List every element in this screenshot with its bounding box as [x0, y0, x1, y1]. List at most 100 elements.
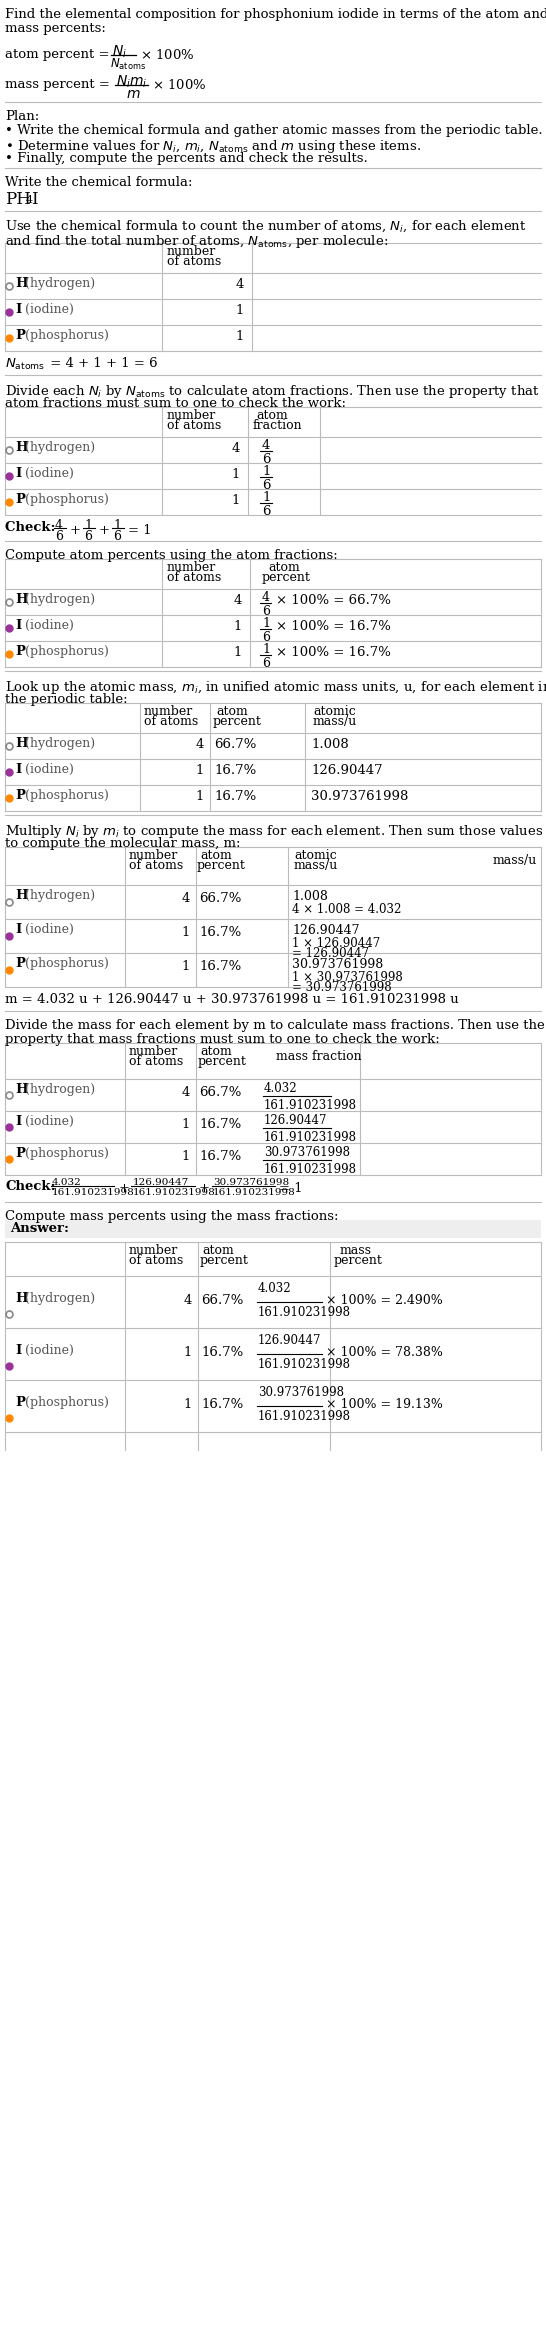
Text: $N_{\rm atoms}$: $N_{\rm atoms}$	[110, 56, 146, 73]
Text: 161.910231998: 161.910231998	[258, 1357, 351, 1371]
Text: percent: percent	[213, 716, 262, 728]
Text: 1 × 126.90447: 1 × 126.90447	[292, 937, 380, 951]
Text: $m$: $m$	[126, 87, 140, 101]
Text: of atoms: of atoms	[144, 716, 198, 728]
Text: 161.910231998: 161.910231998	[132, 1188, 215, 1197]
Text: H: H	[15, 1082, 28, 1097]
Text: H: H	[15, 890, 28, 902]
Text: 6: 6	[262, 632, 270, 643]
Text: fraction: fraction	[253, 418, 302, 432]
Text: 30.973761998: 30.973761998	[258, 1385, 344, 1399]
Text: 16.7%: 16.7%	[214, 789, 256, 803]
Text: (hydrogen): (hydrogen)	[21, 1082, 96, 1097]
Text: 1: 1	[84, 519, 92, 533]
Text: 30.973761998: 30.973761998	[213, 1179, 289, 1188]
Text: 16.7%: 16.7%	[201, 1397, 244, 1411]
Text: 161.910231998: 161.910231998	[52, 1188, 135, 1197]
Text: (phosphorus): (phosphorus)	[21, 789, 109, 803]
Text: (phosphorus): (phosphorus)	[21, 646, 109, 657]
Text: (hydrogen): (hydrogen)	[21, 277, 96, 291]
Text: 1: 1	[195, 763, 204, 777]
Text: 16.7%: 16.7%	[201, 1345, 244, 1359]
Text: 30.973761998: 30.973761998	[264, 1146, 350, 1160]
Text: 16.7%: 16.7%	[199, 1151, 241, 1162]
Text: (hydrogen): (hydrogen)	[21, 890, 96, 902]
Text: $N_i m_i$: $N_i m_i$	[116, 75, 147, 92]
Text: 6: 6	[262, 657, 270, 669]
Text: percent: percent	[198, 1054, 247, 1068]
Text: 4: 4	[183, 1294, 192, 1308]
Text: Divide each $N_i$ by $N_{\rm atoms}$ to calculate atom fractions. Then use the p: Divide each $N_i$ by $N_{\rm atoms}$ to …	[5, 383, 539, 399]
Text: +: +	[199, 1181, 210, 1195]
Text: 1: 1	[113, 519, 121, 533]
Text: (iodine): (iodine)	[21, 467, 74, 479]
Text: to compute the molecular mass, m:: to compute the molecular mass, m:	[5, 836, 240, 850]
Text: P: P	[15, 1397, 25, 1409]
Text: mass/u: mass/u	[313, 716, 357, 728]
Text: × 100% = 66.7%: × 100% = 66.7%	[276, 594, 391, 608]
Text: 6: 6	[84, 531, 92, 542]
Text: 126.90447: 126.90447	[258, 1334, 322, 1348]
Text: 1.008: 1.008	[292, 890, 328, 904]
Text: (hydrogen): (hydrogen)	[21, 441, 96, 453]
Text: 161.910231998: 161.910231998	[213, 1188, 295, 1197]
Text: = 126.90447: = 126.90447	[292, 946, 369, 960]
Text: mass percent =: mass percent =	[5, 77, 110, 92]
Text: Compute mass percents using the mass fractions:: Compute mass percents using the mass fra…	[5, 1209, 339, 1223]
Text: (phosphorus): (phosphorus)	[21, 493, 109, 507]
Text: (iodine): (iodine)	[21, 1343, 74, 1357]
Text: 161.910231998: 161.910231998	[264, 1132, 357, 1143]
Text: 1: 1	[183, 1397, 192, 1411]
Text: Use the chemical formula to count the number of atoms, $N_i$, for each element: Use the chemical formula to count the nu…	[5, 218, 526, 235]
Text: (iodine): (iodine)	[21, 923, 74, 937]
Text: atom: atom	[200, 1045, 232, 1059]
FancyBboxPatch shape	[5, 1221, 541, 1237]
Text: (hydrogen): (hydrogen)	[21, 1291, 96, 1305]
Text: $N_i$: $N_i$	[112, 45, 127, 61]
Text: 4.032: 4.032	[264, 1082, 298, 1094]
Text: I: I	[15, 763, 21, 775]
Text: I: I	[15, 1343, 21, 1357]
Text: atom percent =: atom percent =	[5, 47, 110, 61]
Text: × 100% = 19.13%: × 100% = 19.13%	[326, 1397, 443, 1411]
Text: of atoms: of atoms	[129, 1054, 183, 1068]
Text: (phosphorus): (phosphorus)	[21, 958, 109, 970]
Text: I: I	[15, 467, 21, 479]
Text: 4: 4	[232, 441, 240, 456]
Text: 161.910231998: 161.910231998	[264, 1099, 357, 1113]
Text: 6: 6	[113, 531, 121, 542]
Text: percent: percent	[197, 859, 246, 871]
Text: (phosphorus): (phosphorus)	[21, 1148, 109, 1160]
Text: 66.7%: 66.7%	[199, 1087, 241, 1099]
Text: 1: 1	[234, 646, 242, 660]
Text: 1: 1	[262, 643, 270, 655]
Text: number: number	[167, 244, 216, 258]
Text: H: H	[15, 737, 28, 749]
Text: 1: 1	[183, 1345, 192, 1359]
Text: = 4 + 1 + 1 = 6: = 4 + 1 + 1 = 6	[46, 357, 158, 371]
Text: 6: 6	[262, 453, 270, 465]
Text: P: P	[15, 958, 25, 970]
Text: 4 × 1.008 = 4.032: 4 × 1.008 = 4.032	[292, 904, 401, 916]
Text: (phosphorus): (phosphorus)	[21, 329, 109, 343]
Text: of atoms: of atoms	[167, 418, 221, 432]
Text: 1.008: 1.008	[311, 737, 349, 751]
Text: mass/u: mass/u	[493, 855, 537, 866]
Text: 16.7%: 16.7%	[199, 1118, 241, 1132]
Text: PH: PH	[5, 190, 31, 209]
Text: 1: 1	[236, 331, 244, 343]
Text: Write the chemical formula:: Write the chemical formula:	[5, 176, 193, 188]
Text: of atoms: of atoms	[129, 1254, 183, 1268]
Text: 16.7%: 16.7%	[199, 960, 241, 972]
Text: Answer:: Answer:	[10, 1221, 69, 1235]
Text: mass: mass	[340, 1244, 372, 1256]
Text: of atoms: of atoms	[167, 256, 221, 268]
Text: $\times$ 100%: $\times$ 100%	[152, 77, 206, 92]
Text: $\times$ 100%: $\times$ 100%	[140, 47, 194, 61]
Text: 1 × 30.973761998: 1 × 30.973761998	[292, 972, 403, 984]
Text: 4: 4	[234, 594, 242, 608]
Text: number: number	[167, 561, 216, 573]
Text: H: H	[15, 441, 28, 453]
Text: 16.7%: 16.7%	[214, 763, 256, 777]
Text: number: number	[144, 704, 193, 718]
